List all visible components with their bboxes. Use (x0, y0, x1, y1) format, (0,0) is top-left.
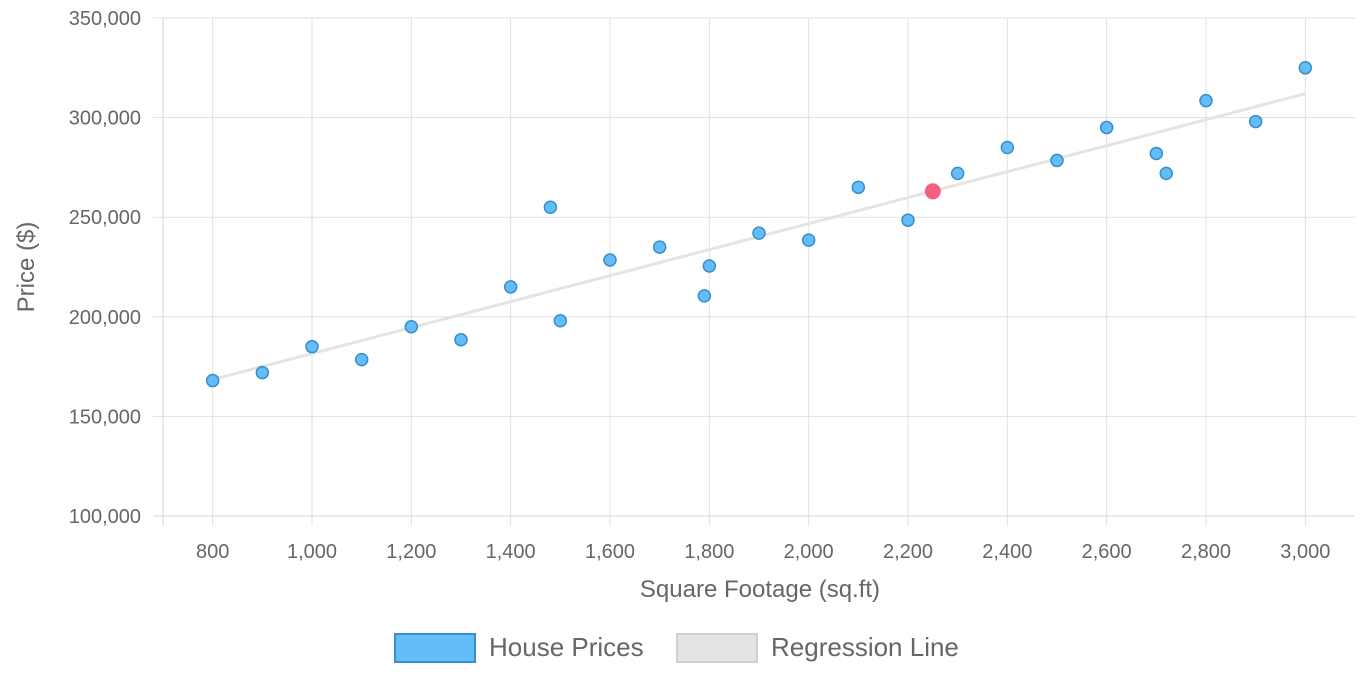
data-point (752, 226, 766, 240)
x-tick-label: 2,000 (784, 541, 834, 563)
y-tick-label: 300,000 (69, 108, 141, 130)
x-tick-label: 2,200 (883, 541, 933, 563)
y-tick-label: 350,000 (69, 8, 141, 30)
data-point (1149, 146, 1164, 161)
data-point (553, 314, 568, 328)
legend-label-house-prices: House Prices (489, 632, 644, 662)
data-point (454, 332, 468, 347)
legend-swatch-house-prices (394, 633, 476, 663)
highlighted-data-point (924, 183, 941, 200)
data-point (1050, 153, 1064, 168)
data-point (901, 213, 915, 227)
data-point (697, 289, 712, 303)
x-tick-label: 1,800 (684, 541, 734, 563)
x-tick-label: 1,400 (486, 541, 536, 563)
data-point (1099, 120, 1114, 135)
x-tick-label: 2,400 (982, 541, 1032, 563)
x-tick-label: 2,800 (1181, 541, 1231, 563)
tick-labels: 100,000 150,000 200,000 250,000 300,000 350,0… (69, 8, 1331, 563)
data-point (1000, 140, 1015, 155)
y-tick-label: 150,000 (69, 406, 141, 428)
y-tick-label: 250,000 (69, 207, 141, 229)
data-point (1298, 61, 1313, 75)
data-point (305, 339, 319, 354)
data-point (1248, 114, 1263, 129)
grid (153, 17, 1355, 526)
y-axis-title: Price ($) (13, 222, 40, 313)
axes (153, 18, 1355, 526)
legend: House Prices Regression Line (394, 632, 959, 663)
data-point (1199, 93, 1213, 108)
data-point (354, 352, 369, 367)
legend-item-house-prices[interactable]: House Prices (394, 632, 644, 663)
data-point (1159, 166, 1174, 181)
x-tick-label: 2,600 (1082, 541, 1132, 563)
data-point (851, 180, 866, 195)
legend-swatch-regression-line (676, 633, 758, 663)
data-point (503, 280, 518, 294)
x-tick-label: 1,200 (386, 541, 436, 563)
data-point (255, 365, 270, 380)
data-point (801, 233, 816, 247)
x-axis-title: Square Footage (sq.ft) (640, 576, 880, 603)
x-tick-label: 1,600 (585, 541, 635, 563)
data-point (205, 373, 220, 388)
y-tick-label: 100,000 (69, 506, 141, 528)
legend-label-regression-line: Regression Line (771, 632, 959, 662)
data-points (205, 61, 1313, 388)
data-point (652, 240, 667, 254)
data-point (543, 200, 558, 214)
y-tick-label: 200,000 (69, 307, 141, 329)
x-tick-label: 1,000 (287, 541, 337, 563)
data-point (603, 253, 617, 267)
x-tick-label: 800 (196, 541, 229, 563)
x-tick-label: 3,000 (1280, 541, 1330, 563)
data-point (950, 166, 965, 181)
legend-item-regression-line[interactable]: Regression Line (676, 632, 959, 663)
data-point (702, 259, 717, 273)
data-point (404, 320, 419, 334)
